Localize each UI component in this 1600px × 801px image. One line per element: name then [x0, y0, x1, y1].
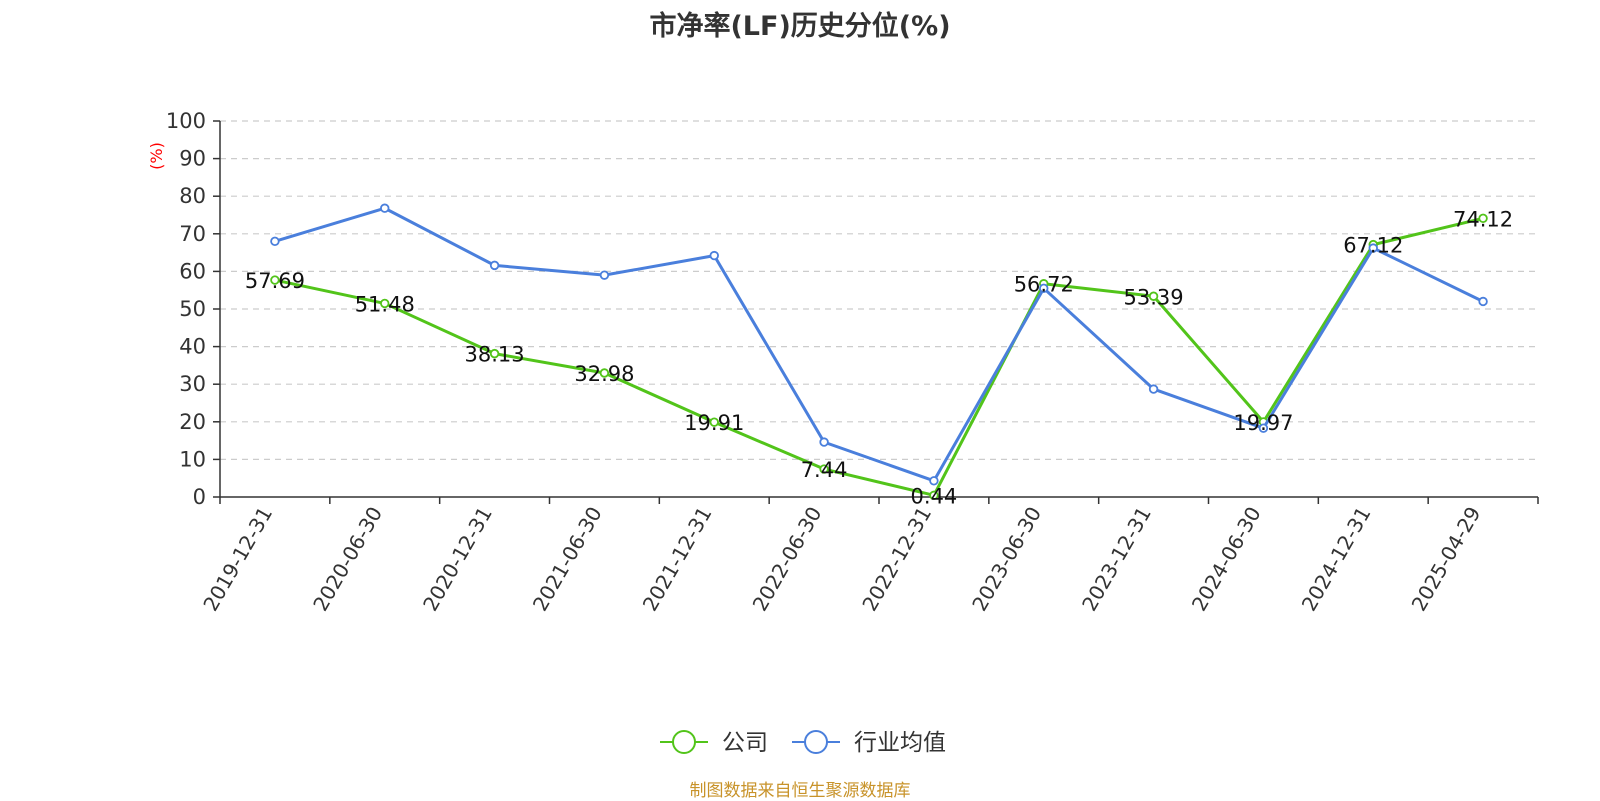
- series: [270, 203, 1488, 501]
- legend-item-2[interactable]: 行业均值: [792, 730, 946, 756]
- y-axis-title: (%): [147, 142, 166, 170]
- y-tick-label: 90: [179, 147, 206, 171]
- y-tick-label: 60: [179, 259, 206, 283]
- series-2-point[interactable]: [1148, 384, 1159, 394]
- series-1-point[interactable]: [819, 464, 829, 474]
- series-2-point[interactable]: [819, 437, 829, 447]
- y-tick-label: 10: [179, 447, 206, 471]
- y-tick-label: 30: [179, 372, 206, 396]
- data-labels: 57.69 51.48 38.13 32.98 19.91 7.44 0.44 56.72 53…: [245, 207, 1513, 508]
- y-tick-label: 80: [179, 184, 206, 208]
- series-1-point[interactable]: [270, 275, 280, 285]
- series-2-point[interactable]: [1039, 283, 1049, 294]
- series-1-point[interactable]: [709, 417, 719, 427]
- legend-label: 行业均值: [854, 730, 946, 756]
- x-tick-label: 2021-06-30: [528, 503, 607, 616]
- x-tick-label: 2022-12-31: [857, 503, 936, 616]
- legend-marker: [804, 730, 828, 754]
- data-label: 19.97: [1233, 411, 1293, 435]
- grid-lines: [220, 120, 1538, 460]
- data-label: 53.39: [1124, 285, 1184, 309]
- series-1-point[interactable]: [599, 368, 610, 378]
- y-tick-label: 0: [193, 485, 206, 509]
- series-line-1: [274, 216, 1484, 497]
- legend-marker: [672, 730, 696, 754]
- series-2-point[interactable]: [489, 260, 500, 271]
- legend-item-1[interactable]: 公司: [660, 730, 768, 756]
- data-label: 74.12: [1453, 207, 1513, 231]
- y-tick-label: 100: [166, 109, 206, 133]
- series-1-point[interactable]: [380, 298, 390, 309]
- series-2-point[interactable]: [929, 476, 939, 486]
- data-label: 67.12: [1343, 234, 1403, 258]
- series-1-point[interactable]: [1148, 291, 1159, 301]
- x-tick-label: 2020-12-31: [418, 503, 497, 616]
- legend-label: 公司: [722, 730, 768, 756]
- axes: 0 10 20 30 40 50 60 70 80 90 100(%) 2019-12-31 2020-…: [147, 109, 1539, 616]
- x-tick-label: 2024-12-31: [1297, 503, 1376, 616]
- x-tick-label: 2021-12-31: [638, 503, 717, 616]
- y-tick-label: 40: [179, 335, 206, 359]
- data-label: 19.91: [684, 411, 744, 435]
- series-2-point[interactable]: [380, 203, 390, 213]
- x-tick-label: 2020-06-30: [308, 503, 387, 616]
- legend[interactable]: 公司 行业均值: [660, 730, 946, 756]
- y-tick-label: 20: [179, 410, 206, 434]
- x-tick-label: 2023-12-31: [1077, 503, 1156, 616]
- data-label: 38.13: [465, 343, 525, 367]
- data-label: 0.44: [911, 484, 958, 508]
- data-label: 57.69: [245, 269, 305, 293]
- series-2-point[interactable]: [1258, 423, 1269, 433]
- series-1-point[interactable]: [1478, 213, 1488, 224]
- data-label: 7.44: [801, 458, 848, 482]
- series-2-point[interactable]: [1368, 243, 1378, 253]
- series-1-point[interactable]: [929, 490, 939, 501]
- x-tick-label: 2024-06-30: [1187, 503, 1266, 616]
- series-2-point[interactable]: [709, 250, 719, 261]
- chart-title: 市净率(LF)历史分位(%): [649, 11, 951, 42]
- x-tick-label: 2023-06-30: [967, 503, 1046, 616]
- series-2-point[interactable]: [1478, 296, 1488, 307]
- data-label: 56.72: [1014, 273, 1074, 297]
- data-label: 32.98: [574, 362, 634, 386]
- series-line-2: [274, 206, 1484, 483]
- y-tick-label: 50: [179, 297, 206, 321]
- source-note: 制图数据来自恒生聚源数据库: [689, 781, 911, 801]
- series-2-point[interactable]: [599, 270, 610, 280]
- series-1-point[interactable]: [489, 348, 500, 359]
- x-tick-label: 2019-12-31: [198, 503, 277, 616]
- data-label: 51.48: [355, 292, 415, 316]
- series-2-point[interactable]: [270, 236, 280, 247]
- x-tick-label: 2025-04-29: [1407, 503, 1486, 616]
- y-tick-label: 70: [179, 222, 206, 246]
- x-tick-label: 2022-06-30: [748, 503, 827, 616]
